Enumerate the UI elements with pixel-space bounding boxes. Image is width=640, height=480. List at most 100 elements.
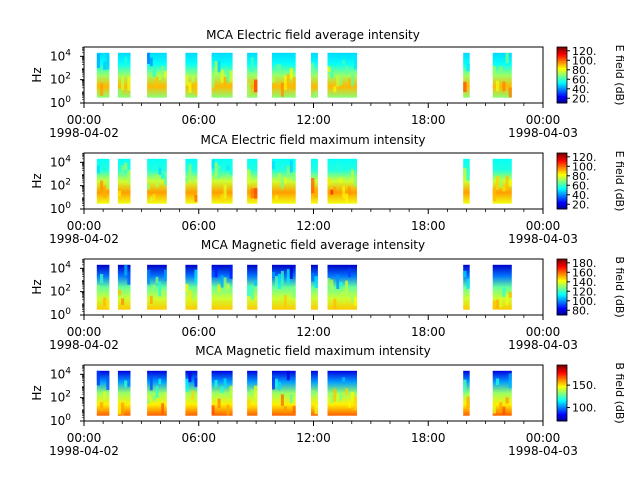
spectrogram-cell — [330, 189, 334, 195]
spectrogram-cell — [96, 285, 100, 291]
spectrogram-cell — [342, 292, 346, 303]
spectrogram-segment — [311, 370, 318, 416]
colorbar-band — [557, 302, 567, 305]
colorbar-band — [557, 308, 567, 310]
spectrogram-cell — [280, 270, 284, 285]
spectrogram-cell — [327, 177, 331, 186]
y-tick-label: 104 — [50, 154, 71, 169]
colorbar-band — [557, 167, 567, 169]
colorbar-band — [557, 306, 567, 309]
colorbar-band — [557, 169, 567, 172]
y-axis-label: Hz — [30, 279, 44, 294]
spectrogram-cell — [147, 269, 150, 285]
colorbar-band — [557, 157, 567, 160]
spectrogram-cell — [124, 162, 128, 170]
spectrogram-cell — [508, 87, 512, 98]
spectrogram-cell — [502, 406, 506, 416]
colorbar-band — [557, 259, 567, 261]
spectrogram-cell — [283, 76, 287, 90]
colorbar-band — [557, 295, 567, 298]
spectrogram-cell — [250, 389, 254, 396]
colorbar-frame — [556, 46, 568, 104]
colorbar-band — [557, 68, 567, 70]
spectrogram-cell — [161, 173, 164, 179]
spectrogram-cell — [333, 186, 337, 194]
spectrogram-cell — [499, 300, 503, 308]
spectrogram-cell — [502, 185, 506, 192]
spectrogram-segment — [463, 52, 470, 98]
spectrogram-cell — [336, 274, 340, 289]
spectrogram-cell — [211, 405, 215, 415]
spectrogram-cell — [164, 71, 167, 78]
colorbar-band — [557, 270, 567, 273]
colorbar-band — [557, 87, 567, 90]
spectrogram-cell — [247, 399, 251, 408]
colorbar-frame — [556, 258, 568, 316]
spectrogram-cell — [164, 392, 167, 398]
colorbar-band — [557, 86, 567, 89]
colorbar-band — [557, 416, 567, 419]
spectrogram-cell — [289, 266, 293, 279]
colorbar-band — [557, 186, 567, 189]
spectrogram-cell — [220, 69, 224, 83]
spectrogram-cell — [152, 395, 156, 401]
spectrogram-cell — [314, 404, 318, 415]
colorbar-band — [557, 402, 567, 405]
colorbar-band — [557, 409, 567, 412]
spectrogram-cell — [345, 388, 348, 396]
spectrogram-cell — [466, 63, 470, 72]
spectrogram-segment — [463, 264, 470, 310]
spectrogram-cell — [289, 68, 293, 80]
spectrogram-cell — [314, 187, 318, 199]
colorbar-band — [557, 188, 567, 190]
spectrogram-cell — [124, 56, 128, 65]
spectrogram-cell — [100, 180, 104, 191]
colorbar-band — [557, 82, 567, 84]
colorbar-band — [557, 261, 567, 264]
spectrogram-cell — [348, 78, 351, 90]
spectrogram-cell — [254, 79, 258, 93]
colorbar-band — [557, 49, 567, 52]
spectrogram-cell — [226, 283, 230, 290]
spectrogram-cell — [223, 277, 227, 291]
spectrogram-cell — [223, 184, 227, 199]
colorbar-band — [557, 380, 567, 383]
spectrogram-cell — [351, 391, 354, 401]
spectrogram-cell — [333, 86, 337, 93]
colorbar-band — [557, 400, 567, 402]
colorbar-band — [557, 275, 567, 278]
panel-3: MCA Magnetic field average intensity 100 1… — [30, 238, 626, 352]
spectrogram-cell — [121, 165, 125, 174]
spectrogram-cell — [466, 396, 470, 408]
colorbar-band — [557, 154, 567, 157]
colorbar-band — [557, 397, 567, 400]
colorbar-band — [557, 282, 567, 285]
spectrogram-cell — [280, 179, 284, 189]
spectrogram-cell — [254, 280, 258, 286]
spectrogram-segment — [463, 370, 470, 416]
spectrogram-cell — [283, 406, 287, 414]
colorbar-band — [557, 298, 567, 301]
panel-1: MCA Electric field average intensity 100 1… — [30, 28, 626, 140]
colorbar-band — [557, 294, 567, 296]
spectrogram-segment — [247, 52, 258, 98]
spectrogram-cell — [229, 165, 233, 175]
spectrogram-segment — [311, 52, 318, 98]
colorbar-band — [557, 414, 567, 416]
colorbar-tick-label: 180. — [572, 257, 597, 270]
spectrogram-cell — [191, 75, 195, 83]
spectrogram-cell — [339, 177, 343, 183]
colorbar-band — [557, 96, 567, 98]
y-tick-label: 102 — [50, 390, 71, 405]
colorbar-band — [557, 386, 567, 388]
colorbar-band — [557, 384, 567, 387]
spectrogram-cell — [333, 388, 337, 402]
spectrogram-cell — [152, 69, 156, 77]
spectrogram-cell — [185, 74, 189, 86]
colorbar-tick-label: 60. — [572, 73, 590, 86]
spectrogram-cell — [275, 276, 278, 288]
spectrogram-cell — [158, 167, 162, 175]
spectrogram-cell — [217, 398, 221, 409]
spectrogram-cell — [463, 270, 467, 278]
spectrogram-cell — [342, 59, 346, 65]
